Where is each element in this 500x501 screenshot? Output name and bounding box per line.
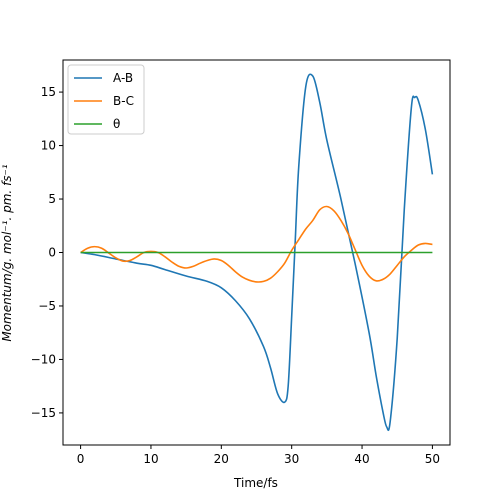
legend-label-1: A-B [113,71,133,85]
x-axis: 0 10 20 30 40 50 [77,445,440,466]
y-tick-label: −10 [31,352,56,366]
legend: A-B B-C θ [67,64,145,135]
legend-label-2: B-C [113,94,134,108]
series-line-2 [80,205,433,283]
y-tick-label: 5 [48,192,56,206]
x-tick-label: 10 [143,452,158,466]
y-tick-label: 10 [41,139,56,153]
x-tick-label: 50 [425,452,440,466]
x-tick-label: 40 [354,452,369,466]
y-tick-label: 15 [41,85,56,99]
x-tick-label: 30 [284,452,299,466]
series-layer [80,73,434,432]
y-tick-label: −5 [38,299,56,313]
x-tick-label: 20 [214,452,229,466]
series-line-1 [80,73,434,432]
y-tick-label: 0 [48,246,56,260]
x-axis-label: Time/fs [233,476,278,490]
y-tick-label: −15 [31,406,56,420]
y-axis: 15 10 5 0 −5 −10 −15 [31,85,63,420]
x-tick-label: 0 [77,452,85,466]
y-axis-label: Momentum/g. mol⁻¹. pm. fs⁻¹ [0,164,14,342]
legend-label-3: θ [113,117,120,131]
legend-box [67,64,145,135]
